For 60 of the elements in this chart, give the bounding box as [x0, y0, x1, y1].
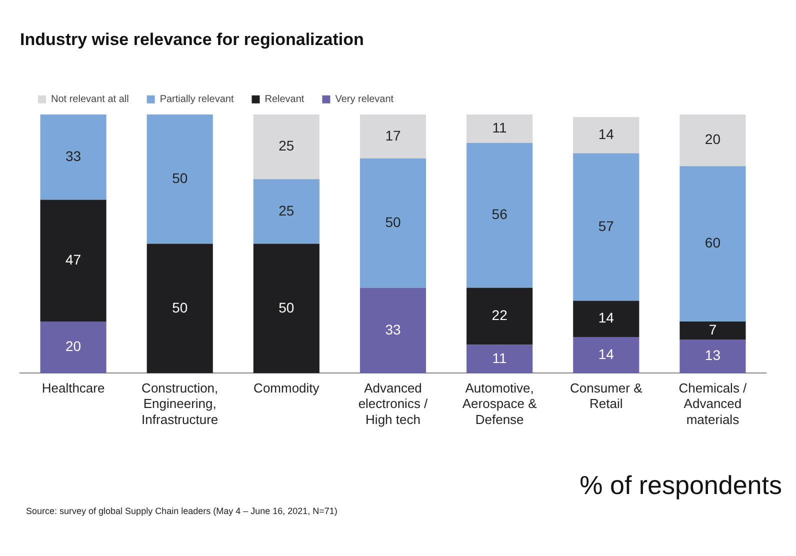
- bar: [360, 288, 426, 374]
- data-label: 22: [492, 307, 508, 324]
- bar: [40, 114, 106, 200]
- source-note: Source: survey of global Supply Chain leaders (May 4 – June 16, 2021, N=71): [26, 506, 338, 516]
- data-label: 50: [385, 214, 401, 230]
- text: % of respondents: [580, 470, 782, 501]
- data-label: 17: [385, 127, 401, 144]
- x-tick-label: Healthcare: [42, 380, 105, 396]
- data-label: 57: [598, 218, 614, 234]
- data-label: 11: [492, 350, 508, 366]
- x-tick-label: Commodity: [254, 380, 320, 396]
- data-label: 50: [172, 299, 188, 316]
- legend-label: Relevant: [264, 94, 304, 106]
- data-label: 14: [598, 346, 614, 362]
- bar: [466, 344, 533, 374]
- data-label: 50: [278, 299, 294, 316]
- data-label: 14: [598, 126, 614, 142]
- bar: [40, 321, 106, 374]
- bar: [253, 244, 320, 374]
- data-label: 14: [598, 310, 614, 326]
- bar: [573, 300, 640, 337]
- bar: [680, 340, 746, 374]
- bar: [360, 114, 426, 158]
- data-label: 13: [704, 347, 721, 364]
- data-label: 50: [172, 170, 188, 186]
- bar: [573, 116, 640, 154]
- bar: [146, 244, 213, 374]
- legend-label: Partially relevant: [160, 94, 234, 106]
- bar: [680, 114, 746, 166]
- bar: [146, 114, 213, 244]
- bar: [466, 288, 533, 345]
- data-label: 25: [278, 138, 294, 154]
- data-label: 20: [704, 131, 721, 148]
- x-tick-label: Automotive, Aerospace & Defense: [462, 380, 538, 427]
- bar: [253, 179, 320, 244]
- bar: [253, 114, 320, 180]
- data-label: 11: [492, 119, 508, 136]
- data-label: 25: [278, 202, 294, 218]
- data-label: 7: [708, 321, 717, 338]
- bar: [466, 114, 533, 143]
- bar: [360, 158, 426, 288]
- data-label: 33: [385, 321, 401, 338]
- legend-label: Not relevant at all: [51, 94, 129, 106]
- data-label: 56: [492, 206, 508, 222]
- bar: [680, 321, 746, 340]
- data-label: 60: [704, 234, 721, 251]
- bar: [466, 142, 533, 288]
- x-tick-label: Advanced electronics / High tech: [358, 380, 428, 427]
- bar: [680, 166, 746, 322]
- data-label: 20: [65, 338, 82, 354]
- x-tick-label: Construction, Engineering, Infrastructure: [142, 380, 218, 427]
- data-label: 33: [65, 148, 82, 164]
- legend-label: Very relevant: [335, 94, 394, 106]
- x-tick-label: Consumer & Retail: [570, 380, 643, 412]
- data-label: 47: [65, 251, 82, 268]
- bar: [573, 336, 640, 374]
- chart-title: Industry wise relevance for regionalization: [20, 30, 364, 49]
- bar: [40, 200, 106, 322]
- bar: [573, 153, 640, 301]
- x-tick-label: Chemicals / Advanced materials: [678, 380, 748, 427]
